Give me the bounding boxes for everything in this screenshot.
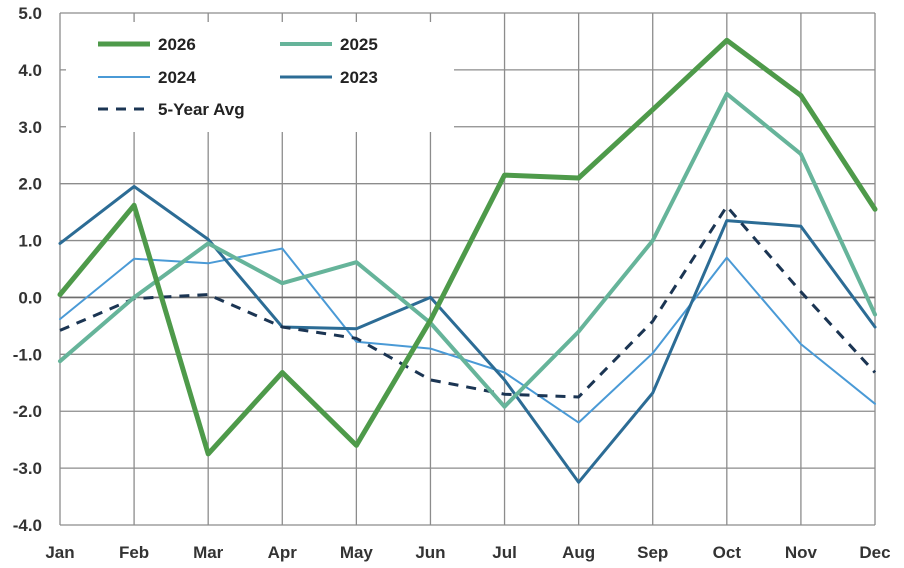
y-tick-label: 5.0 bbox=[18, 4, 42, 23]
x-tick-label: Jul bbox=[492, 543, 517, 562]
legend-label-2025: 2025 bbox=[340, 35, 378, 54]
x-tick-label: Nov bbox=[785, 543, 818, 562]
x-tick-label: Mar bbox=[193, 543, 224, 562]
y-tick-label: 0.0 bbox=[18, 288, 42, 307]
y-tick-label: 4.0 bbox=[18, 61, 42, 80]
x-axis-ticks: Jan Feb Mar Apr May Jun Jul Aug Sep Oct Nov Dec bbox=[45, 543, 890, 562]
y-tick-label: -3.0 bbox=[13, 459, 42, 478]
y-axis-ticks: 5.0 4.0 3.0 2.0 1.0 0.0 -1.0 -2.0 -3.0 -4.0 bbox=[13, 4, 42, 535]
series-line-2026 bbox=[57, 37, 878, 457]
series-line-2024 bbox=[59, 247, 876, 424]
x-tick-label: Jun bbox=[415, 543, 445, 562]
x-tick-label: Sep bbox=[637, 543, 668, 562]
y-tick-label: 2.0 bbox=[18, 175, 42, 194]
series-line-2023 bbox=[58, 185, 877, 484]
x-tick-label: Feb bbox=[119, 543, 149, 562]
x-tick-label: Aug bbox=[562, 543, 595, 562]
x-tick-label: Apr bbox=[268, 543, 298, 562]
legend-label-2026: 2026 bbox=[158, 35, 196, 54]
series-lines bbox=[57, 37, 878, 484]
y-tick-label: -4.0 bbox=[13, 516, 42, 535]
x-tick-label: Dec bbox=[859, 543, 890, 562]
y-tick-label: 1.0 bbox=[18, 232, 42, 251]
legend-label-5-year-avg: 5-Year Avg bbox=[158, 100, 245, 119]
series-line-5-year-avg bbox=[59, 204, 877, 399]
legend-label-2024: 2024 bbox=[158, 68, 196, 87]
legend: 2026 2025 2024 2023 5-Year Avg bbox=[66, 22, 454, 132]
y-tick-label: -1.0 bbox=[13, 345, 42, 364]
x-tick-label: Jan bbox=[45, 543, 74, 562]
series-line-2025 bbox=[58, 91, 877, 409]
legend-label-2023: 2023 bbox=[340, 68, 378, 87]
x-tick-label: May bbox=[340, 543, 374, 562]
y-tick-label: -2.0 bbox=[13, 402, 42, 421]
y-tick-label: 3.0 bbox=[18, 118, 42, 137]
x-tick-label: Oct bbox=[713, 543, 742, 562]
